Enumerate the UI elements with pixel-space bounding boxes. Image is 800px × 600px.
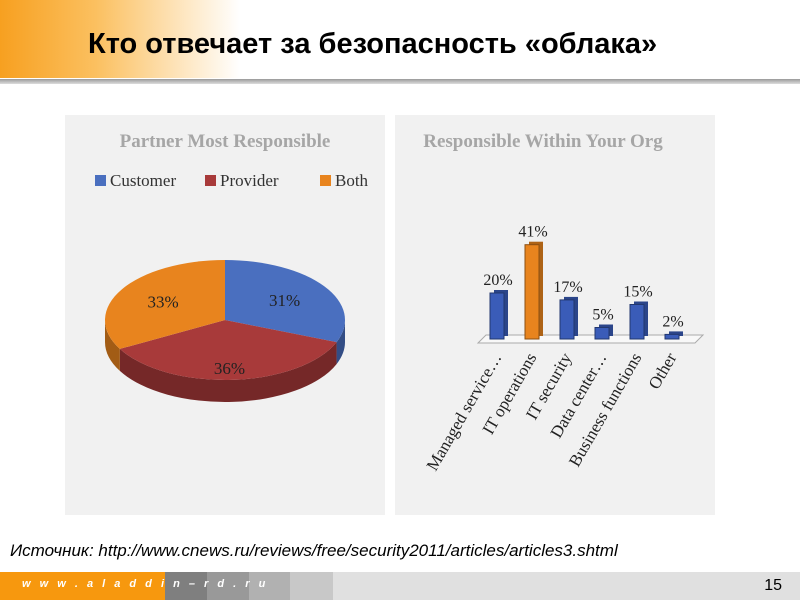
pie-data-label: 36%: [214, 359, 245, 378]
bar-chart-panel: Responsible Within Your Org 20% Managed s…: [395, 115, 715, 515]
pie-slice: [225, 260, 345, 343]
bar-title: Responsible Within Your Org: [423, 131, 663, 152]
footer-website[interactable]: w w w . a l a d d i n – r d . r u: [22, 578, 269, 590]
page-number: 15: [764, 577, 782, 594]
bar-data-label: 5%: [592, 307, 613, 324]
bar-data-label: 15%: [623, 284, 652, 301]
pie-slice-side: [119, 342, 337, 403]
source-citation: Источник: http://www.cnews.ru/reviews/fr…: [10, 541, 618, 560]
bar-data-label: 41%: [518, 224, 547, 241]
bar: [594, 327, 610, 340]
footer-bar: [0, 572, 800, 600]
bar: [489, 292, 505, 340]
slide-title: Кто отвечает за безопасность «облака»: [88, 28, 658, 60]
pie-slice-side: [336, 320, 345, 365]
bar-data-label: 17%: [553, 279, 582, 296]
pie-slice: [104, 260, 225, 349]
legend-swatch: [205, 175, 216, 186]
bar-category-label: Other: [645, 349, 681, 392]
pie-chart: Partner Most Responsible Customer Provide…: [95, 131, 369, 403]
legend-label: Both: [335, 171, 369, 190]
legend-swatch: [320, 175, 331, 186]
bar: [559, 299, 575, 340]
bar: [524, 244, 540, 340]
bar: [629, 304, 645, 340]
bar-data-label: 20%: [483, 272, 512, 289]
pie-title: Partner Most Responsible: [120, 131, 331, 152]
legend-label: Provider: [220, 171, 279, 190]
pie-slice-side: [105, 320, 120, 371]
pie-slice: [119, 320, 337, 380]
bar: [664, 333, 680, 340]
legend-label: Customer: [110, 171, 176, 190]
pie-data-label: 31%: [269, 291, 300, 310]
bar-chart: Responsible Within Your Org 20%Managed s…: [423, 131, 705, 474]
pie-chart-panel: Partner Most Responsible Customer Provide…: [65, 115, 385, 515]
legend-swatch: [95, 175, 106, 186]
header-gradient: [0, 0, 800, 78]
header-divider: [0, 79, 800, 84]
bar-data-label: 2%: [662, 313, 683, 330]
bar-side: [669, 331, 683, 336]
pie-data-label: 33%: [147, 293, 178, 312]
